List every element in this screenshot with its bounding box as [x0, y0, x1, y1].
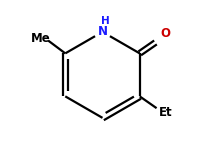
Text: O: O [160, 27, 170, 40]
Text: N: N [97, 25, 107, 38]
Text: H: H [100, 16, 109, 26]
Text: Et: Et [158, 106, 172, 119]
Text: Me: Me [31, 32, 50, 45]
